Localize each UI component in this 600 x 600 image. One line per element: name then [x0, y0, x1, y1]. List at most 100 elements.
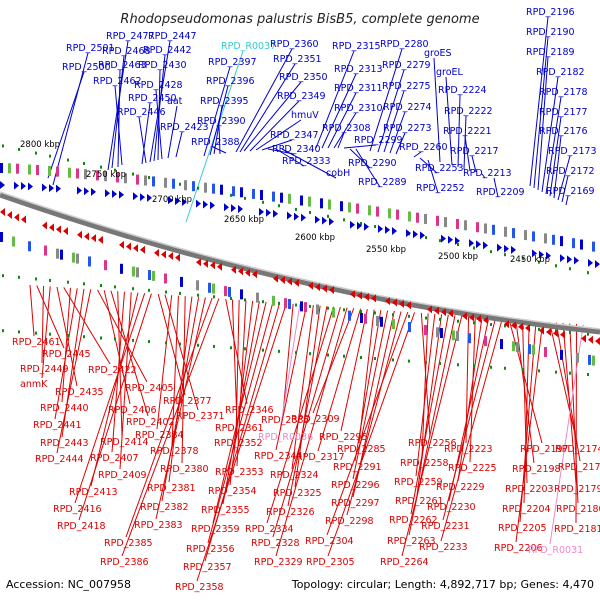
top-connector: [541, 76, 559, 193]
forward-gene-arrow: [476, 240, 481, 249]
forward-gene-arrow: [49, 184, 54, 193]
cog-bar: [12, 236, 15, 247]
reverse-gene-arrow: [42, 221, 47, 230]
cog-bar: [72, 252, 75, 263]
bottom-connector: [212, 301, 267, 524]
reverse-gene-arrow: [273, 274, 278, 283]
cog-bar: [512, 228, 515, 239]
forward-gene-arrow: [329, 217, 334, 226]
cog-bar: [116, 172, 119, 183]
tick-mark: [569, 330, 571, 334]
tick-mark: [262, 348, 264, 352]
tick-mark: [197, 343, 199, 347]
cog-bar: [204, 182, 207, 193]
gene-label-bottom: RPD_2352: [214, 438, 263, 449]
forward-gene-arrow: [448, 235, 453, 244]
reverse-gene-arrow: [588, 335, 593, 344]
cog-bar: [328, 199, 331, 210]
reverse-gene-arrow: [560, 330, 565, 339]
gene-label-top: RPD_2388: [191, 137, 240, 148]
reverse-gene-arrow: [7, 210, 12, 219]
bottom-connector: [164, 294, 199, 411]
bottom-connector: [231, 299, 238, 423]
cog-bar: [592, 355, 595, 366]
tick-mark: [114, 285, 116, 289]
gene-label-top: RPD_2468: [102, 46, 151, 57]
tick-mark: [374, 311, 376, 315]
cog-bar: [228, 286, 231, 297]
bottom-connector: [41, 285, 44, 364]
cog-bar: [408, 211, 411, 222]
scale-mark-label: 2500 kbp: [438, 252, 478, 262]
bottom-connector: [36, 285, 65, 349]
forward-gene-arrow: [357, 221, 362, 230]
gene-label-top: RPD_2176: [539, 126, 588, 137]
forward-gene-arrow: [0, 181, 5, 189]
gene-label-bottom: RPD_2409: [98, 470, 147, 481]
tick-mark: [587, 332, 589, 336]
cog-bar: [272, 295, 275, 306]
cog-bar: [380, 316, 383, 327]
bottom-connector: [225, 298, 248, 405]
cog-bar: [532, 344, 535, 355]
cog-bar: [368, 205, 371, 216]
tick-mark: [538, 327, 540, 331]
reverse-gene-arrow: [56, 225, 61, 234]
tick-mark: [538, 369, 540, 373]
reverse-gene-arrow: [231, 265, 236, 274]
tick-mark: [473, 321, 475, 325]
bottom-connector: [222, 301, 260, 505]
reverse-gene-arrow: [595, 337, 600, 346]
reverse-gene-arrow: [77, 230, 82, 239]
gene-label-bottom: RPD_2258: [400, 458, 449, 469]
top-connector: [377, 69, 405, 153]
bottom-connector: [469, 316, 476, 463]
tick-mark: [165, 341, 167, 345]
forward-gene-arrow: [287, 211, 292, 220]
cog-bar: [28, 241, 31, 252]
bottom-connector: [121, 298, 220, 557]
cog-bar: [0, 163, 3, 173]
reverse-gene-arrow: [392, 298, 397, 307]
gene-label-bottom: RPD_2359: [191, 524, 240, 535]
gene-label-top: RPD_2350: [279, 72, 328, 83]
bottom-connector: [352, 310, 389, 480]
forward-gene-arrow: [441, 234, 446, 243]
forward-gene-arrow: [147, 193, 152, 202]
forward-gene-arrow: [560, 254, 565, 263]
cog-bar: [96, 170, 99, 181]
cog-bar: [396, 209, 399, 220]
gene-label-bottom: RPD_2264: [380, 557, 429, 568]
tick-mark: [100, 284, 102, 287]
bottom-connector: [196, 303, 287, 582]
reverse-gene-arrow: [406, 301, 411, 310]
bottom-connector: [294, 305, 321, 488]
cog-bar: [484, 223, 487, 234]
cog-bar: [588, 354, 591, 365]
reverse-gene-arrow: [84, 232, 89, 241]
reverse-gene-arrow: [294, 278, 299, 287]
cog-bar: [132, 266, 135, 277]
gene-label-top: RPD_2430: [138, 60, 187, 71]
forward-gene-arrow: [224, 203, 229, 212]
forward-gene-arrow: [574, 256, 579, 265]
cog-bar: [288, 298, 291, 309]
tick-mark: [408, 359, 410, 363]
forward-gene-arrow: [105, 189, 110, 198]
map-title: Rhodopseudomonas palustris BisB5, comple…: [120, 12, 479, 27]
tick-mark: [327, 214, 329, 218]
cog-bar: [376, 206, 379, 217]
cog-bar: [0, 232, 3, 242]
reverse-gene-arrow: [357, 291, 362, 300]
cog-bar: [48, 165, 51, 176]
tick-mark: [295, 207, 297, 211]
cog-bar: [136, 267, 139, 278]
gene-label-bottom: RPD_2174: [555, 444, 600, 455]
gene-label-top: RPD_2222: [444, 106, 493, 117]
reverse-gene-arrow: [434, 306, 439, 315]
reverse-gene-arrow: [329, 286, 334, 295]
top-connector: [419, 157, 438, 174]
cog-bar: [424, 325, 427, 336]
cog-bar: [544, 347, 547, 358]
gene-label-top: RPD_2182: [536, 67, 585, 78]
